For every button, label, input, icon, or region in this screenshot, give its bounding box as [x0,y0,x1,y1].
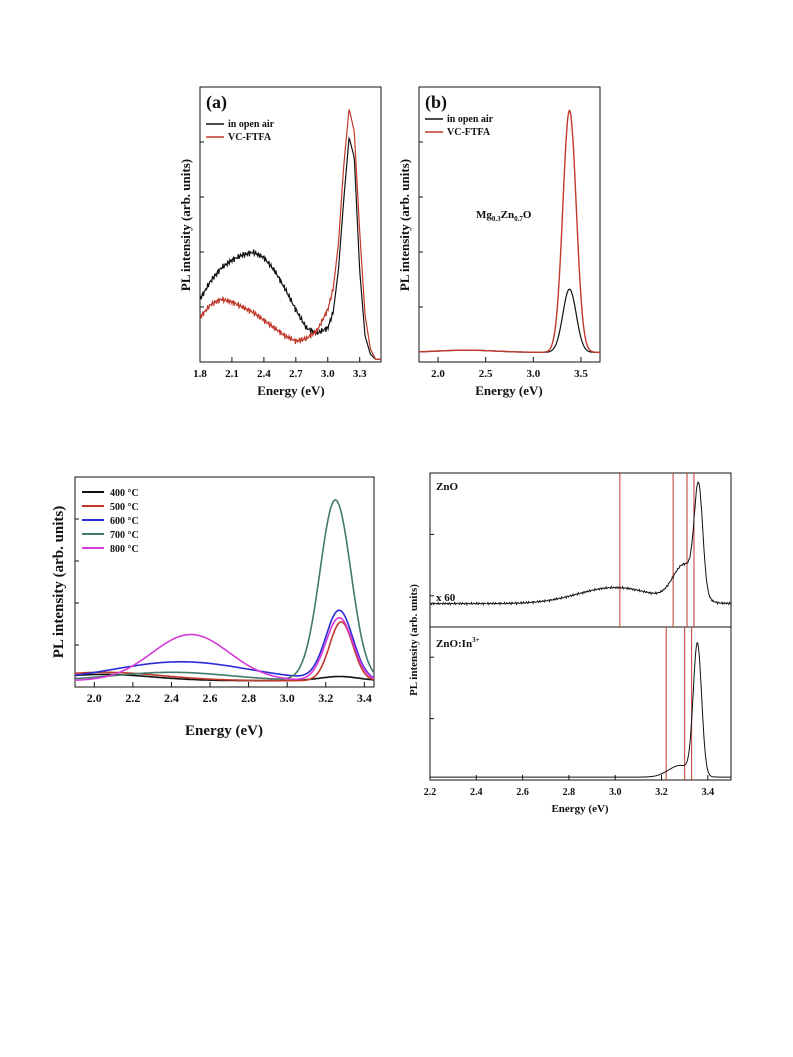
chart-c-legend-temp-4: 800 [110,544,128,555]
chart-c-series-group [74,499,375,682]
chart-a-series-vc-ftfa [199,109,381,360]
chart-b-panel-label: (b) [425,92,447,113]
b-ticks-label-1: 2.5 [479,368,493,380]
d-ticks-label-3: 2.8 [563,787,576,798]
chart-c-legend-unit-0: °C [128,488,139,499]
chart-d-series-zno [429,481,731,606]
chart-c-legend-unit-2: °C [128,516,139,527]
chart-a-frame [199,86,382,363]
chart-c-legend-temp-3: 700 [110,530,128,541]
chart-d: ZnO x 60 ZnO:In3+ 2.2 2.4 2.6 2.8 3.0 3.2 3.4 … [408,472,732,815]
chart-a: (a) in open air VC-FTFA 1.8 2.1 2.4 2.7 3.0 3… [178,86,382,398]
d-ticks-label-6: 3.4 [702,787,715,798]
a-ticks-label-4: 3.0 [321,368,335,380]
chart-d-bottom-label-main: ZnO:In [436,638,472,650]
chart-b-x-ticks: 2.0 2.5 3.0 3.5 [419,141,588,380]
a-ticks-label-5: 3.3 [353,368,367,380]
chart-b-annotation: Mg0.3Zn0.7O [476,209,532,223]
b-ticks-label-2: 3.0 [526,368,540,380]
d-ticks-label-4: 3.0 [609,787,622,798]
chart-d-series-zno-in [430,641,731,778]
chart-c-legend-unit-1: °C [128,502,139,513]
a-ticks-label-0: 1.8 [193,368,207,380]
chart-c-frame [74,476,375,688]
chart-c-legend-label-0: 400 °C [110,488,139,499]
chart-d-top-note: x 60 [436,592,456,604]
chart-c-legend-temp-1: 500 [110,502,128,513]
chart-a-legend-label-0: in open air [228,119,275,130]
chart-d-reference-lines [619,473,695,780]
a-ticks-label-3: 2.7 [289,368,303,380]
c-ticks-label-4: 2.8 [241,691,256,705]
c-ticks-label-3: 2.6 [203,691,218,705]
chart-c-legend-unit-3: °C [128,530,139,541]
chart-a-legend: in open air VC-FTFA [206,119,275,143]
c-ticks-label-7: 3.4 [357,691,372,705]
b-ticks-label-0: 2.0 [431,368,445,380]
chart-a-ylabel: PL intensity (arb. units) [178,159,193,291]
a-ticks-label-1: 2.1 [225,368,239,380]
chart-c-series-600 [74,609,375,679]
d-ticks-label-5: 3.2 [655,787,668,798]
chart-b-legend: in open air VC-FTFA [425,114,494,138]
chart-c-series-800 [74,616,375,681]
a-ticks-label-2: 2.4 [257,368,271,380]
d-ticks-label-1: 2.4 [470,787,483,798]
chart-c-legend-label-3: 700 °C [110,530,139,541]
d-ticks-label-2: 2.6 [516,787,529,798]
chart-c-legend-label-4: 800 °C [110,544,139,555]
c-ticks-label-5: 3.0 [280,691,295,705]
chart-a-series-in-open-air [199,136,381,360]
chart-d-ylabel: PL intensity (arb. units) [408,584,420,696]
c-ticks-label-6: 3.2 [318,691,333,705]
chart-d-x-ticks: 2.2 2.4 2.6 2.8 3.0 3.2 3.4 [424,533,715,798]
chart-c-series-700 [74,499,375,680]
chart-b: (b) in open air VC-FTFA Mg0.3Zn0.7O 2.0 2… [397,86,601,398]
chart-c-legend-temp-2: 600 [110,516,128,527]
chart-a-x-ticks: 1.8 2.1 2.4 2.7 3.0 3.3 [193,141,367,380]
chart-b-xlabel: Energy (eV) [475,383,543,398]
chart-c-series-500 [74,621,375,682]
chart-c-legend-unit-4: °C [128,544,139,555]
chart-b-ylabel: PL intensity (arb. units) [397,159,412,291]
chart-a-panel-label: (a) [206,92,227,113]
chart-d-bottom-label: ZnO:In3+ [436,636,480,650]
d-ticks-label-0: 2.2 [424,787,437,798]
c-ticks-label-0: 2.0 [87,691,102,705]
chart-a-xlabel: Energy (eV) [257,383,325,398]
chart-b-legend-label-0: in open air [447,114,494,125]
chart-a-legend-label-1: VC-FTFA [228,132,272,143]
chart-b-series-in-open-air [419,288,600,353]
chart-c-ylabel: PL intensity (arb. units) [51,506,67,659]
chart-c-x-ticks: 2.0 2.2 2.4 2.6 2.8 3.0 3.2 3.4 [75,518,372,705]
chart-d-top-label: ZnO [436,481,458,493]
b-ticks-label-3: 3.5 [574,368,588,380]
chart-b-legend-label-1: VC-FTFA [447,127,491,138]
c-ticks-label-1: 2.2 [125,691,140,705]
chart-d-xlabel: Energy (eV) [551,803,608,815]
chart-c-legend-label-2: 600 °C [110,516,139,527]
chart-c-legend-temp-0: 400 [110,488,128,499]
c-ticks-label-2: 2.4 [164,691,179,705]
chart-b-frame [418,86,601,363]
chart-d-bottom-label-sup: 3+ [472,636,480,644]
chart-c-legend-label-1: 500 °C [110,502,139,513]
chart-c-xlabel: Energy (eV) [185,723,263,739]
chart-b-series-vc-ftfa [419,109,600,354]
